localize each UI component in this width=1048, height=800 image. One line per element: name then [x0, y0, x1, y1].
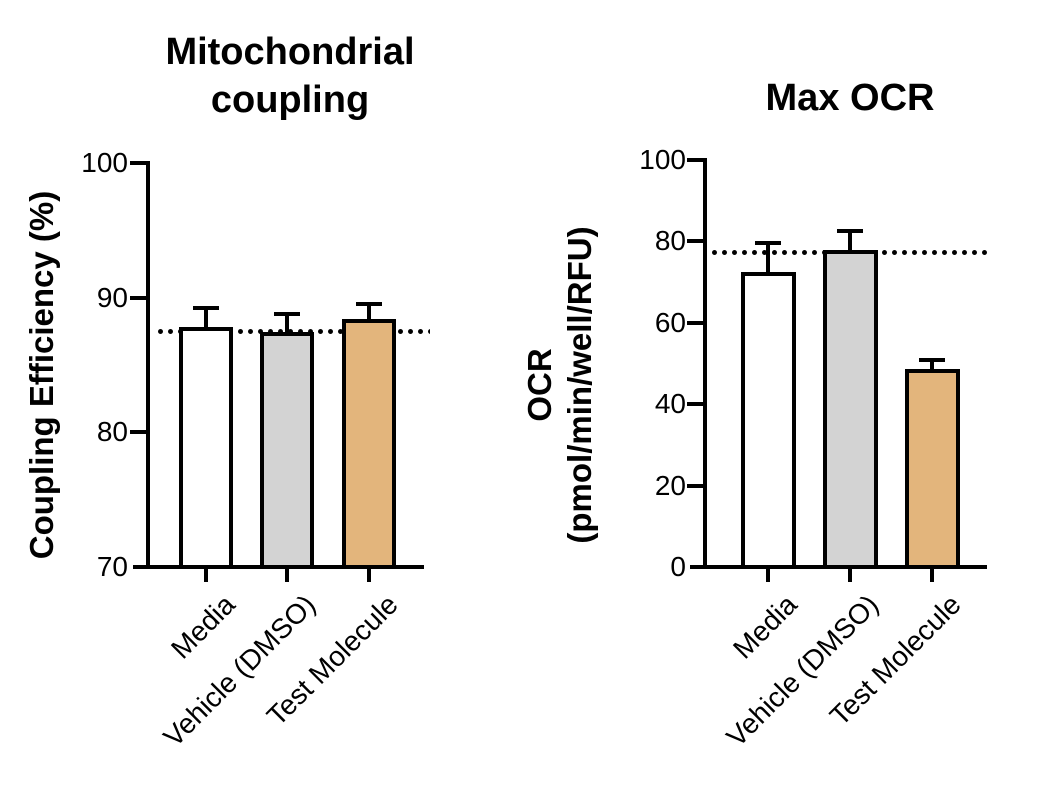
y-tick-label: 0	[670, 551, 686, 582]
error-bar-cap	[919, 357, 945, 362]
x-tick	[930, 569, 934, 582]
bar	[904, 368, 960, 569]
error-bar-cap	[837, 228, 863, 233]
y-axis	[146, 161, 150, 569]
error-bar-cap	[193, 306, 219, 311]
error-bar-stem	[285, 313, 289, 336]
x-tick	[204, 569, 208, 582]
x-axis	[690, 565, 987, 569]
x-tick	[285, 569, 289, 582]
y-axis-label: OCR (pmol/min/well/RFU)	[520, 226, 600, 543]
error-bar-cap	[356, 302, 382, 307]
y-tick-label: 90	[96, 281, 128, 313]
chart-title: Mitochondrial coupling	[165, 31, 415, 121]
y-axis	[703, 158, 707, 569]
error-bar-stem	[848, 230, 852, 254]
reference-dotted-line	[158, 329, 430, 335]
y-tick	[687, 158, 705, 162]
x-tick-label: Media	[726, 588, 803, 665]
y-tick	[687, 402, 705, 407]
y-axis-label-line: OCR	[521, 348, 558, 422]
y-tick-label: 70	[96, 551, 128, 582]
error-bar-cap	[755, 241, 781, 246]
chart-title: Max OCR	[765, 77, 935, 119]
error-bar-stem	[766, 243, 770, 276]
y-tick-label: 80	[654, 225, 686, 257]
y-axis-label-line: (pmol/min/well/RFU)	[561, 226, 598, 544]
y-tick	[130, 295, 148, 300]
y-tick-label: 100	[639, 144, 686, 175]
bar	[822, 249, 878, 569]
y-tick-label: 40	[654, 388, 686, 420]
x-tick	[766, 569, 770, 582]
y-tick-label: 20	[654, 469, 686, 501]
x-axis	[133, 565, 424, 569]
bar	[260, 332, 314, 569]
error-bar-stem	[367, 304, 371, 323]
y-tick	[130, 430, 148, 435]
error-bar-stem	[930, 359, 934, 373]
y-tick-label: 80	[96, 416, 128, 448]
bar	[740, 271, 796, 569]
y-tick-label: 60	[654, 306, 686, 338]
y-tick	[687, 239, 705, 244]
y-tick	[687, 320, 705, 325]
y-tick	[130, 161, 148, 165]
bar	[179, 326, 233, 569]
error-bar-stem	[204, 308, 208, 331]
x-tick	[848, 569, 852, 582]
y-tick-label: 100	[81, 147, 128, 178]
x-tick	[367, 569, 371, 582]
y-tick	[687, 483, 705, 488]
error-bar-cap	[274, 311, 300, 316]
